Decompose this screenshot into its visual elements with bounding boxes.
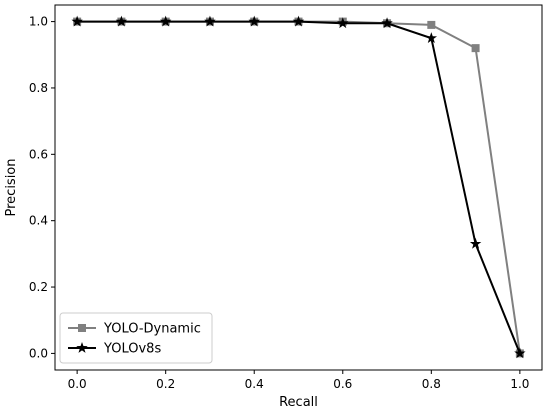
series-line (77, 20, 521, 354)
data-point (381, 17, 393, 29)
data-point (514, 347, 526, 359)
data-point (427, 20, 436, 29)
data-point (159, 15, 172, 27)
data-point (248, 15, 260, 27)
plot-frame (54, 4, 543, 371)
y-tick-label: 0.0 (29, 346, 48, 360)
axis-ticks: 0.0 0.2 0.4 0.6 0.8 1.0 0.0 0.2 0.4 0.6 0.8 1.0 (29, 15, 530, 391)
series-line (77, 20, 521, 354)
y-tick-label: 1.0 (29, 15, 48, 29)
legend-label: YOLOv8s (103, 342, 161, 357)
x-tick-label: 0.2 (156, 377, 175, 391)
y-axis-label: Precision (4, 158, 19, 216)
y-tick-label: 0.6 (29, 147, 48, 161)
legend-marker (78, 324, 86, 332)
data-point (425, 32, 438, 44)
y-tick-label: 0.8 (29, 81, 48, 95)
data-point (292, 15, 305, 27)
series-1 (71, 15, 526, 359)
legend-entry: YOLO-Dynamic (68, 322, 201, 337)
y-tick-label: 0.2 (29, 280, 48, 294)
legend-marker (76, 342, 88, 353)
data-point (204, 15, 216, 27)
x-tick-label: 0.6 (333, 377, 352, 391)
series-0 (73, 17, 524, 358)
data-point (337, 17, 349, 29)
x-tick-label: 1.0 (510, 377, 529, 391)
data-point (469, 237, 482, 249)
x-tick-label: 0.8 (422, 377, 441, 391)
legend-box (59, 312, 213, 364)
data-point (115, 15, 128, 27)
data-point (471, 44, 480, 53)
x-tick-label: 0.4 (245, 377, 264, 391)
x-tick-label: 0.0 (68, 377, 87, 391)
x-axis-label: Recall (279, 395, 318, 410)
data-point (71, 15, 83, 27)
series-layer (71, 15, 526, 359)
legend: YOLO-Dynamic YOLOv8s (59, 312, 213, 364)
legend-entry: YOLOv8s (68, 342, 161, 357)
y-tick-label: 0.4 (29, 214, 48, 228)
legend-label: YOLO-Dynamic (103, 322, 201, 337)
